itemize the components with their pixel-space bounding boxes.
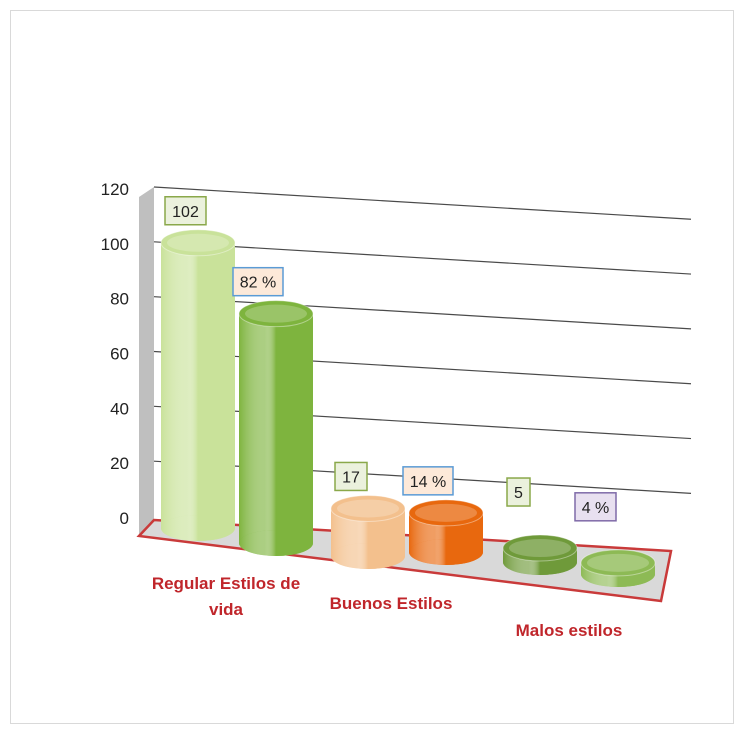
category-label: Malos estilos: [516, 621, 623, 640]
bar: [580, 549, 656, 587]
data-labels: 102 82 % 17 14 % 5 4 %: [164, 196, 617, 522]
data-label: 5: [514, 485, 523, 502]
y-tick-label: 40: [110, 399, 129, 418]
data-label: 102: [172, 204, 199, 221]
data-label-box: [232, 266, 284, 297]
category-label: Regular Estilos de vida: [152, 574, 300, 619]
y-tick-label: 60: [110, 345, 129, 364]
data-label-box: [402, 466, 454, 496]
bar: [408, 499, 484, 565]
gridline: [153, 186, 692, 220]
y-tick-label: 80: [110, 290, 129, 309]
bar: [160, 229, 236, 541]
chart-walls: [139, 187, 154, 534]
y-tick-label: 120: [101, 180, 129, 199]
data-label-box: [574, 492, 617, 522]
bar: [238, 300, 314, 556]
y-tick-label: 100: [101, 235, 129, 254]
category-labels: Regular Estilos de vida Buenos Estilos Malo…: [152, 574, 623, 640]
data-label: 82 %: [240, 275, 276, 292]
category-label: Buenos Estilos: [330, 594, 453, 613]
data-label-box: [164, 196, 207, 226]
gridline: [153, 296, 692, 330]
chart-canvas: 0 20 40 60 80 100 120 102 82 % 17 14 % 5 4 % Regula…: [101, 180, 692, 640]
data-label-box: [334, 461, 368, 492]
data-label-box: [506, 477, 531, 507]
y-axis-ticks: 0 20 40 60 80 100 120: [101, 180, 129, 528]
data-label: 4 %: [582, 500, 610, 517]
chart-bars: [160, 229, 656, 587]
y-tick-label: 20: [110, 454, 129, 473]
data-label: 14 %: [410, 474, 446, 491]
chart-frame: 0 20 40 60 80 100 120 102 82 % 17 14 % 5 4 % Regula…: [10, 10, 734, 724]
bar: [502, 534, 578, 575]
side-wall: [139, 187, 154, 534]
bar: [330, 494, 406, 569]
y-tick-label: 0: [120, 509, 129, 528]
gridline: [153, 241, 692, 275]
data-label: 17: [342, 469, 360, 486]
